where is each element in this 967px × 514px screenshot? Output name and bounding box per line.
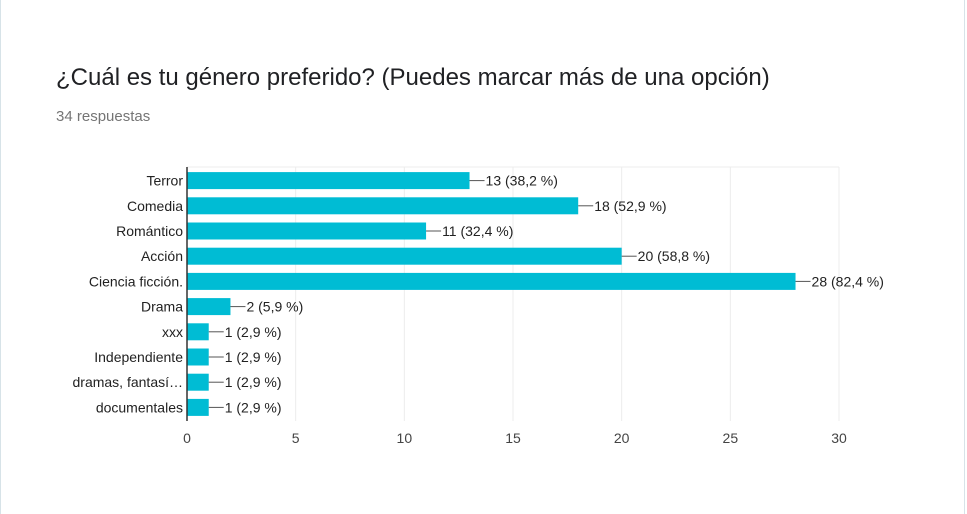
category-label: dramas, fantasí…: [73, 374, 184, 390]
bar: [187, 348, 209, 366]
bar: [187, 222, 427, 240]
x-tick-label: 15: [505, 430, 521, 446]
response-count: 34 respuestas: [56, 108, 151, 125]
category-label: Drama: [141, 299, 183, 315]
bar: [187, 197, 579, 215]
bar: [187, 298, 231, 316]
category-label: documentales: [96, 399, 183, 415]
x-tick-label: 10: [397, 430, 413, 446]
value-label: 18 (52,9 %): [594, 198, 666, 214]
x-tick-label: 0: [183, 430, 191, 446]
value-label: 28 (82,4 %): [812, 273, 884, 289]
x-tick-label: 20: [614, 430, 630, 446]
question-title: ¿Cuál es tu género preferido? (Puedes ma…: [56, 64, 770, 91]
value-label: 1 (2,9 %): [225, 349, 282, 365]
category-label: xxx: [162, 324, 183, 340]
bar: [187, 272, 796, 290]
value-label: 1 (2,9 %): [225, 374, 282, 390]
x-tick-label: 25: [723, 430, 739, 446]
category-label: Romántico: [116, 223, 183, 239]
value-label: 13 (38,2 %): [486, 173, 558, 189]
category-label: Acción: [141, 248, 183, 264]
value-label: 2 (5,9 %): [246, 299, 303, 315]
bar: [187, 373, 209, 391]
bar: [187, 172, 470, 190]
bar: [187, 247, 622, 265]
value-label: 20 (58,8 %): [638, 248, 710, 264]
x-tick-label: 30: [831, 430, 847, 446]
value-label: 1 (2,9 %): [225, 324, 282, 340]
category-label: Terror: [146, 173, 183, 189]
category-label: Comedia: [127, 198, 183, 214]
value-label: 11 (32,4 %): [442, 223, 513, 239]
x-tick-label: 5: [292, 430, 300, 446]
value-label: 1 (2,9 %): [225, 399, 282, 415]
category-label: Independiente: [94, 349, 183, 365]
category-label: Ciencia ficción.: [89, 273, 183, 289]
bar: [187, 323, 209, 341]
bar: [187, 398, 209, 416]
